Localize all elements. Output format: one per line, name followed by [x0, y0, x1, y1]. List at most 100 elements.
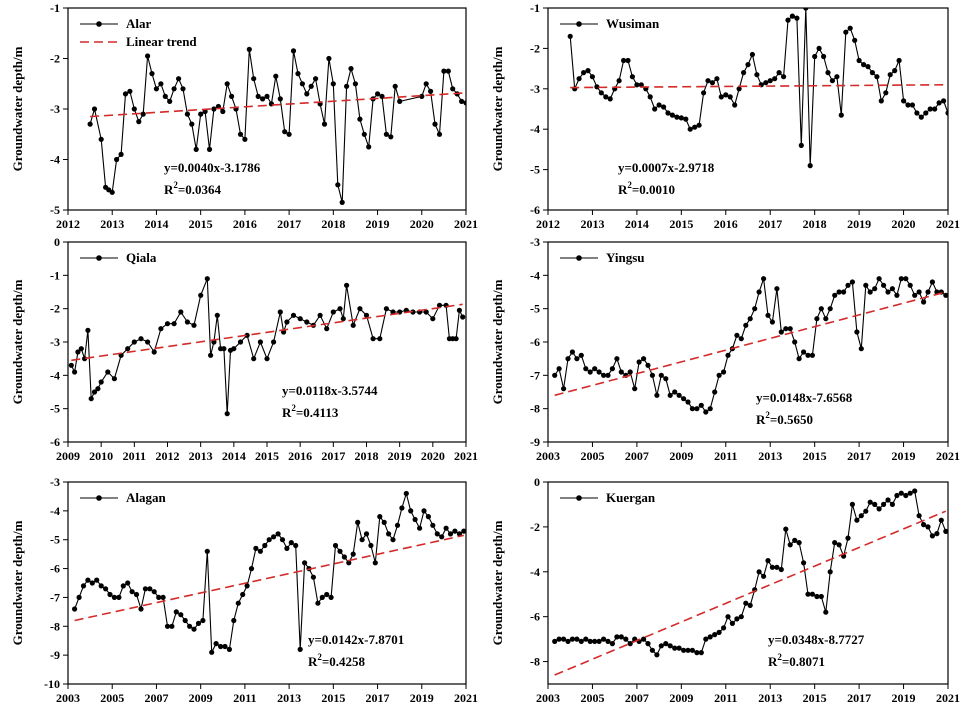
data-point: [707, 406, 713, 412]
x-tick-label: 2015: [669, 217, 693, 231]
data-point: [827, 306, 833, 312]
data-point: [412, 516, 418, 523]
legend-trend-label: Linear trend: [126, 34, 197, 49]
x-tick-label: 2018: [803, 217, 827, 231]
data-point: [678, 115, 684, 121]
data-point: [271, 339, 277, 345]
data-point: [938, 517, 944, 523]
x-tick-label: 2021: [936, 449, 960, 463]
x-tick-label: 2014: [222, 449, 246, 463]
data-point: [381, 519, 387, 526]
data-point: [302, 560, 308, 566]
data-point: [672, 645, 678, 651]
data-point: [171, 86, 177, 92]
y-tick-label: -1: [50, 268, 60, 282]
data-point: [921, 522, 927, 528]
data-point: [253, 545, 259, 552]
data-point: [745, 62, 751, 68]
data-point: [769, 564, 776, 570]
data-point: [581, 70, 587, 76]
data-point: [222, 643, 228, 650]
plot-frame: [547, 7, 949, 211]
data-point: [841, 289, 847, 295]
data-point: [244, 332, 250, 338]
data-point: [423, 81, 429, 87]
r-squared-value: =0.5650: [770, 412, 813, 427]
data-point: [341, 554, 347, 560]
y-tick-label: -8: [50, 619, 60, 633]
x-tick-label: 2003: [536, 691, 560, 705]
data-point: [687, 126, 693, 132]
data-point: [162, 93, 168, 99]
x-tick-label: 2009: [669, 691, 693, 705]
data-point: [763, 80, 769, 86]
data-point: [133, 591, 140, 598]
x-tick-label: 2015: [321, 691, 345, 705]
data-point: [456, 307, 462, 313]
data-point: [747, 316, 753, 322]
data-point: [193, 146, 199, 152]
data-point: [94, 577, 100, 583]
data-point: [164, 321, 171, 327]
data-point: [814, 593, 820, 600]
data-point: [863, 282, 869, 288]
data-point: [394, 522, 401, 528]
x-tick-label: 2009: [56, 449, 80, 463]
data-point: [843, 29, 849, 35]
legend-series-label: Alar: [126, 16, 152, 31]
legend-series-marker: [576, 255, 582, 261]
data-point: [927, 106, 933, 112]
data-point: [114, 156, 120, 163]
data-point: [288, 540, 294, 546]
data-point: [734, 616, 740, 622]
data-point: [645, 641, 651, 647]
data-point: [776, 70, 782, 76]
data-point: [781, 74, 787, 80]
x-tick-label: 2011: [714, 691, 737, 705]
data-point: [821, 53, 827, 60]
data-point: [663, 641, 669, 647]
data-point: [805, 352, 811, 358]
data-point: [229, 93, 235, 99]
y-tick-label: 0: [534, 475, 540, 489]
data-point: [832, 540, 838, 546]
data-point: [436, 302, 443, 308]
data-point: [153, 86, 159, 92]
data-point: [214, 312, 220, 318]
data-point: [332, 542, 339, 549]
data-point: [244, 583, 250, 589]
data-point: [867, 499, 873, 505]
data-point: [257, 548, 263, 554]
data-point: [242, 136, 248, 142]
data-point: [669, 112, 676, 118]
y-tick-label: -2: [530, 41, 540, 55]
data-point: [832, 292, 838, 298]
y-tick-label: -1: [50, 1, 60, 15]
data-point: [147, 586, 153, 592]
data-point: [434, 531, 440, 537]
data-point: [818, 593, 824, 600]
data-point: [921, 299, 927, 305]
data-point: [211, 106, 217, 112]
data-point: [752, 306, 758, 312]
x-tick-label: 2010: [89, 449, 113, 463]
data-point: [221, 346, 227, 352]
data-point: [326, 55, 332, 62]
x-tick-label: 2021: [936, 691, 960, 705]
data-point: [716, 372, 722, 378]
data-point: [854, 329, 860, 335]
data-point: [251, 356, 257, 362]
data-point: [321, 121, 328, 127]
data-point: [366, 144, 372, 150]
data-point: [552, 638, 558, 645]
data-point: [567, 33, 573, 39]
x-tick-label: 2017: [847, 449, 871, 463]
data-point: [142, 586, 148, 592]
data-point: [872, 501, 878, 507]
data-point: [787, 542, 793, 548]
data-point: [836, 542, 842, 548]
r-squared: R2=0.5650: [756, 410, 813, 427]
plot-frame: [67, 481, 467, 685]
data-point: [85, 577, 91, 583]
